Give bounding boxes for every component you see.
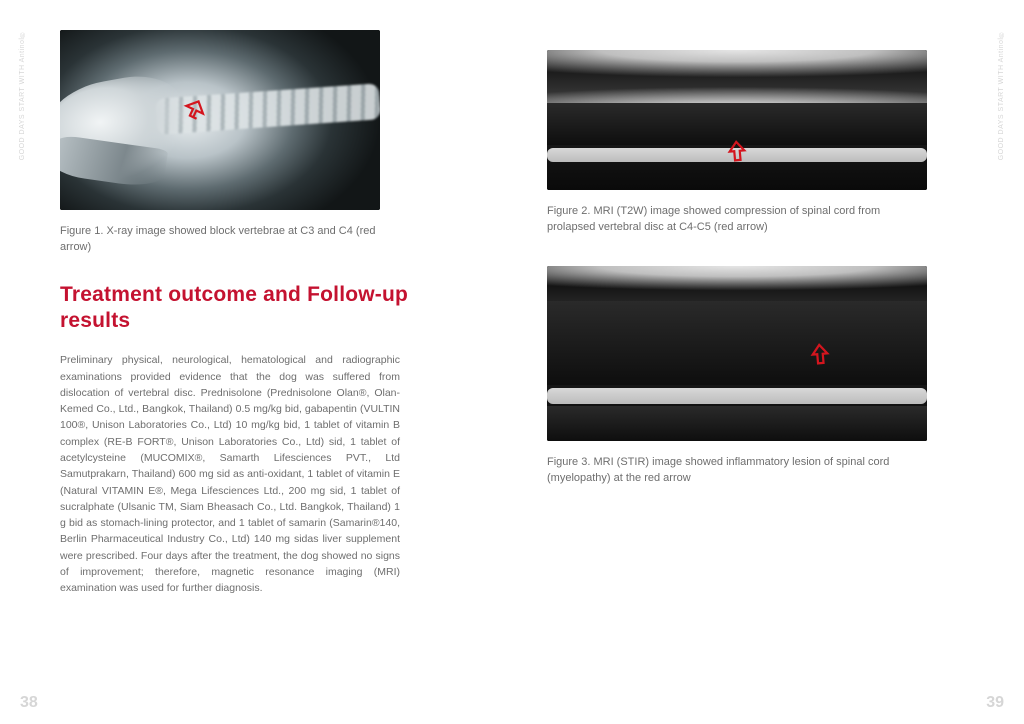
figure-1-image bbox=[60, 30, 380, 210]
figure-2-caption: Figure 2. MRI (T2W) image showed compres… bbox=[547, 204, 927, 236]
figure-1-caption: Figure 1. X-ray image showed block verte… bbox=[60, 224, 380, 256]
left-column: Figure 1. X-ray image showed block verte… bbox=[60, 30, 477, 724]
mri3-spinal-cord bbox=[547, 388, 927, 404]
figure-2-image bbox=[547, 50, 927, 190]
figure-3-caption: Figure 3. MRI (STIR) image showed inflam… bbox=[547, 455, 927, 487]
right-column: Figure 2. MRI (T2W) image showed compres… bbox=[547, 30, 964, 724]
mri3-tissue-top bbox=[547, 266, 927, 301]
mri3-dark-band bbox=[547, 301, 927, 385]
section-heading: Treatment outcome and Follow-up results bbox=[60, 282, 477, 335]
figure-3-image bbox=[547, 266, 927, 441]
red-arrow-icon bbox=[725, 139, 749, 163]
page-number-right: 39 bbox=[986, 694, 1004, 712]
side-brand-text-left: GOOD DAYS START WITH Antinol® bbox=[18, 30, 27, 160]
body-paragraph: Preliminary physical, neurological, hema… bbox=[60, 352, 400, 596]
side-brand-text-right: GOOD DAYS START WITH Antinol® bbox=[997, 30, 1006, 160]
page-number-left: 38 bbox=[20, 694, 38, 712]
red-arrow-icon bbox=[808, 342, 832, 366]
page-spread: GOOD DAYS START WITH Antinol® GOOD DAYS … bbox=[0, 0, 1024, 724]
mri3-dark-bottom bbox=[547, 406, 927, 441]
